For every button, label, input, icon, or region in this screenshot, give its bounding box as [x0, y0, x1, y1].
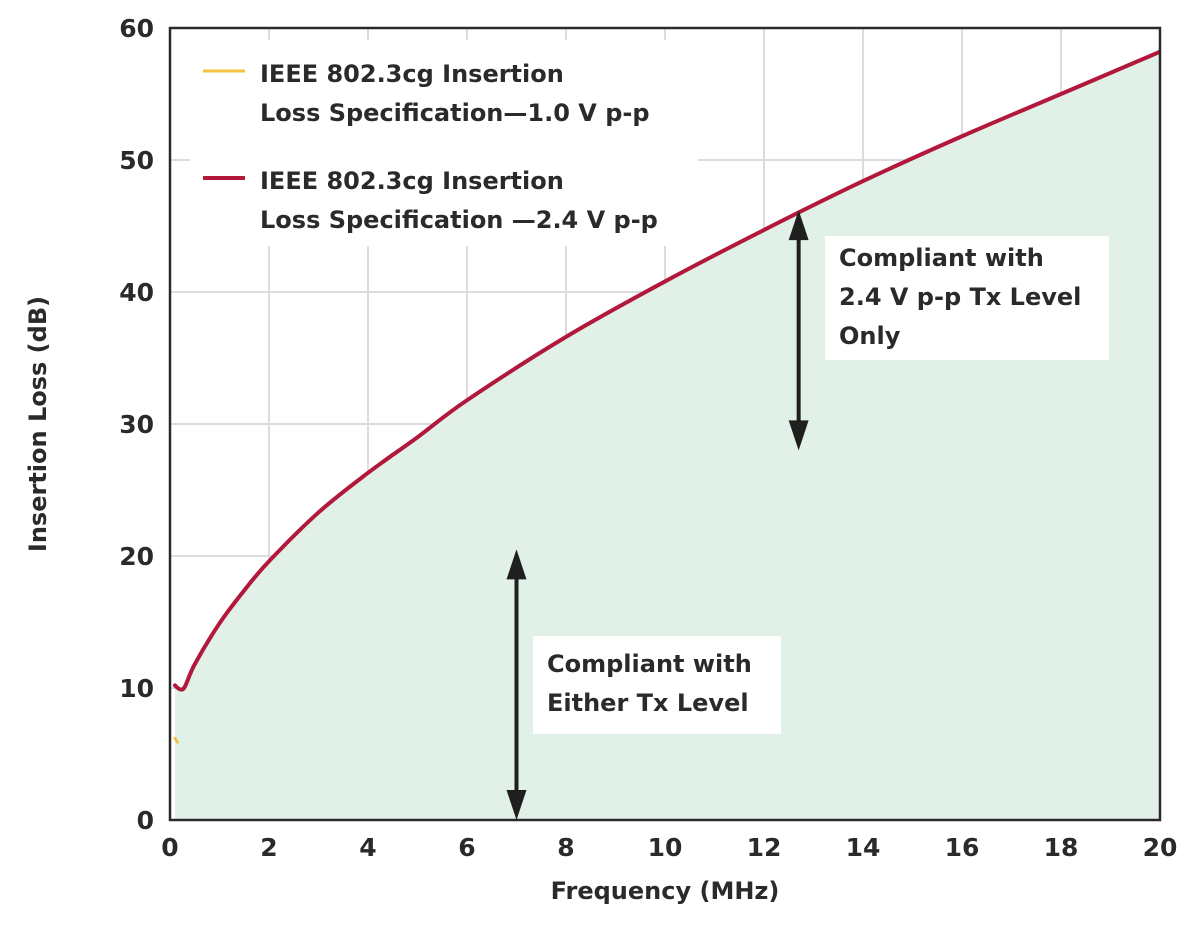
x-tick-label: 12: [747, 833, 782, 862]
x-tick-label: 14: [846, 833, 881, 862]
annotation-arrow-head-up: [506, 549, 527, 580]
series-line-2: [172, 49, 1160, 692]
annotation-text: Only: [839, 322, 901, 350]
plot-frame: [168, 26, 1162, 822]
legend-label: IEEE 802.3cg Insertion: [260, 167, 564, 195]
x-tick-label: 4: [359, 833, 376, 862]
x-tick-label: 16: [945, 833, 980, 862]
x-tick-label: 6: [458, 833, 475, 862]
legend-label: Loss Specification—1.0 V p-p: [260, 99, 650, 127]
annotation-text: 2.4 V p-p Tx Level: [839, 283, 1081, 311]
y-tick-label: 10: [119, 674, 154, 703]
x-tick-label: 0: [161, 833, 178, 862]
x-tick-label: 2: [260, 833, 277, 862]
x-tick-label: 8: [557, 833, 574, 862]
legend-box: [190, 40, 698, 246]
series: [172, 49, 1160, 744]
annotation-text: Either Tx Level: [547, 689, 749, 717]
legend: IEEE 802.3cg Insertion Loss Specification…: [190, 40, 698, 246]
x-tick-label: 18: [1044, 833, 1079, 862]
x-tick-label: 20: [1143, 833, 1178, 862]
series-line-1: [173, 736, 179, 744]
y-tick-label: 20: [119, 542, 154, 571]
annotation-arrow-head-down: [788, 420, 809, 451]
annotations: Compliant with 2.4 V p-p Tx Level Only Comp…: [506, 210, 1109, 820]
y-tick-label: 30: [119, 410, 154, 439]
annotation-text: Compliant with: [839, 244, 1044, 272]
annotation-arrow-head-down: [506, 790, 527, 820]
x-tick-label: 10: [648, 833, 683, 862]
y-tick-label: 40: [119, 278, 154, 307]
y-tick-label: 60: [119, 14, 154, 43]
annotation-box: [825, 236, 1109, 360]
y-tick-label: 0: [137, 806, 154, 835]
annotation-text: Compliant with: [547, 650, 752, 678]
annotation-box: [533, 636, 781, 734]
y-tick-label: 50: [119, 146, 154, 175]
legend-label: Loss Specification —2.4 V p-p: [260, 206, 658, 234]
ticks: 0 2 4 6 8 10 12 14 16 18 20 0 10 20 30 40 50 60: [119, 14, 1177, 862]
x-axis-title: Frequency (MHz): [551, 877, 780, 905]
legend-label: IEEE 802.3cg Insertion: [260, 60, 564, 88]
y-axis-title: Insertion Loss (dB): [24, 296, 52, 552]
annotation-arrow-head-up: [788, 210, 809, 241]
